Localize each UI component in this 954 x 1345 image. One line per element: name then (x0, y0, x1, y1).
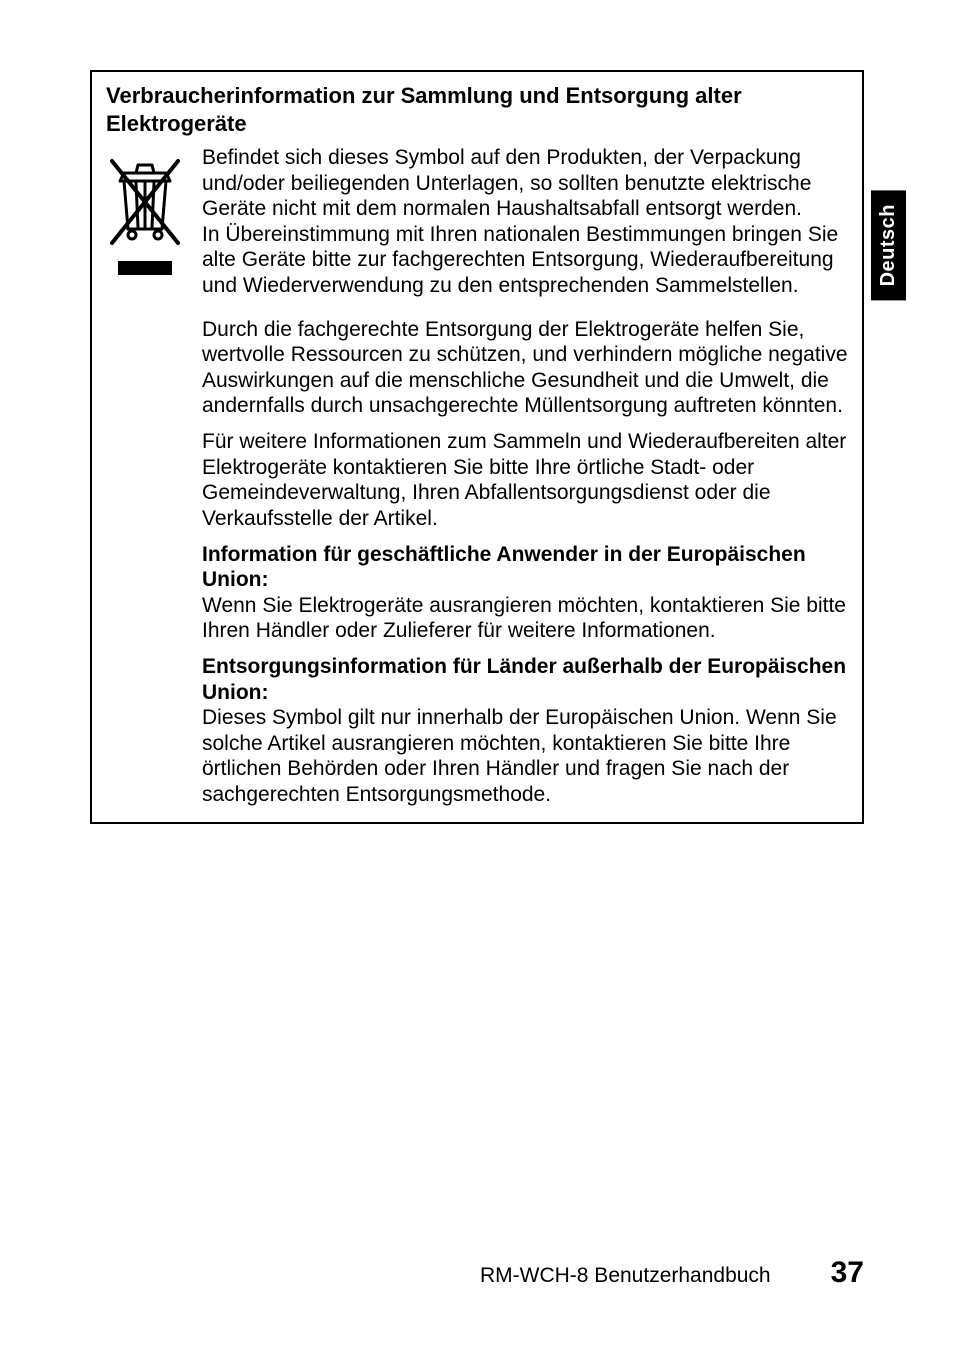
business-body: Wenn Sie Elektrogeräte ausrangieren möch… (202, 594, 846, 643)
indented-content: Durch die fachgerechte Entsorgung der El… (202, 317, 848, 808)
info-box: Verbraucherinformation zur Sammlung und … (90, 70, 864, 824)
intro-text: Befindet sich dieses Symbol auf den Prod… (202, 145, 848, 309)
page-footer: RM-WCH-8 Benutzerhandbuch 37 (90, 1256, 864, 1290)
paragraph-3: Für weitere Informationen zum Sammeln un… (202, 429, 848, 531)
non-eu-heading: Entsorgungsinformation für Länder außerh… (202, 655, 846, 704)
main-heading: Verbraucherinformation zur Sammlung und … (106, 82, 848, 137)
language-tab: Deutsch (871, 190, 906, 300)
weee-symbol-column (106, 145, 184, 275)
page: Verbraucherinformation zur Sammlung und … (0, 0, 954, 1345)
paragraph-2: Durch die fachgerechte Entsorgung der El… (202, 317, 848, 419)
weee-bar-icon (118, 261, 172, 275)
weee-bin-icon (106, 151, 184, 251)
paragraph-1: Befindet sich dieses Symbol auf den Prod… (202, 145, 848, 299)
footer-title: RM-WCH-8 Benutzerhandbuch (480, 1264, 771, 1288)
symbol-and-intro: Befindet sich dieses Symbol auf den Prod… (106, 145, 848, 309)
business-heading: Information für geschäftliche Anwender i… (202, 543, 806, 592)
page-number: 37 (831, 1256, 864, 1290)
non-eu-body: Dieses Symbol gilt nur innerhalb der Eur… (202, 706, 837, 806)
non-eu-section: Entsorgungsinformation für Länder außerh… (202, 654, 848, 808)
business-section: Information für geschäftliche Anwender i… (202, 542, 848, 644)
